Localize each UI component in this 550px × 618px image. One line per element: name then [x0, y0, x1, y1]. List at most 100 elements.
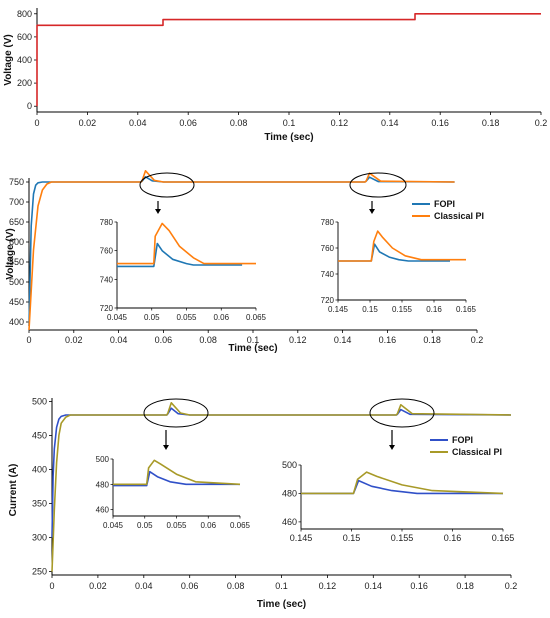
y-axis-label: Voltage (V)	[3, 34, 14, 85]
x-tick-label: 0.18	[482, 118, 500, 128]
x-axis-label: Time (sec)	[264, 132, 313, 143]
zoom-highlight-ellipse	[369, 398, 435, 428]
legend-entry: Classical PI	[434, 211, 484, 221]
y-tick-label: 600	[9, 237, 24, 247]
inset-x-tick-label: 0.045	[107, 313, 128, 322]
zoom-highlight-ellipse	[349, 172, 407, 198]
x-tick-label: 0.2	[505, 581, 518, 591]
inset-x-tick-label: 0.15	[362, 305, 378, 314]
y-tick-label: 750	[9, 177, 24, 187]
zoom-highlight-ellipse	[143, 398, 209, 428]
series-line-classical-pi	[28, 170, 455, 331]
y-tick-label: 450	[32, 430, 47, 440]
x-tick-label: 0	[49, 581, 54, 591]
zoom-arrow-head	[163, 445, 169, 450]
x-axis-label: Time (sec)	[257, 599, 306, 610]
y-tick-label: 650	[9, 217, 24, 227]
x-tick-label: 0.06	[155, 335, 173, 345]
inset-y-tick-label: 740	[321, 270, 335, 279]
legend-entry: FOPI	[452, 435, 473, 445]
inset-y-tick-label: 480	[282, 488, 297, 498]
inset-x-tick-label: 0.155	[392, 305, 413, 314]
y-tick-label: 250	[32, 567, 47, 577]
y-tick-label: 600	[17, 32, 32, 42]
y-axis-label: Current (A)	[8, 464, 19, 517]
y-axis-label: Voltage (V)	[5, 228, 16, 279]
x-tick-label: 0.12	[319, 581, 337, 591]
x-tick-label: 0.14	[365, 581, 383, 591]
inset-series-line-fopi	[113, 470, 240, 487]
inset-x-tick-label: 0.055	[166, 521, 187, 530]
zoom-highlight-ellipse	[139, 172, 195, 198]
x-tick-label: 0.16	[431, 118, 449, 128]
inset-x-tick-label: 0.145	[290, 533, 313, 543]
x-tick-label: 0.04	[110, 335, 128, 345]
series-line-classical-pi	[51, 401, 512, 572]
x-tick-label: 0.14	[381, 118, 399, 128]
inset-y-tick-label: 760	[100, 247, 114, 256]
x-tick-label: 0.06	[179, 118, 197, 128]
inset-x-tick-label: 0.145	[328, 305, 349, 314]
x-tick-label: 0	[26, 335, 31, 345]
inset-1: 0.045 0.05 0.055 0.06 0.065 460 480 500	[96, 455, 251, 530]
x-tick-label: 0.18	[456, 581, 474, 591]
inset-y-tick-label: 480	[96, 480, 110, 489]
x-tick-label: 0.08	[199, 335, 217, 345]
y-tick-label: 700	[9, 197, 24, 207]
y-tick-label: 550	[9, 257, 24, 267]
inset-y-tick-label: 780	[100, 218, 114, 227]
y-tick-label: 500	[32, 396, 47, 406]
y-tick-label: 800	[17, 9, 32, 19]
y-tick-label: 350	[32, 499, 47, 509]
x-tick-label: 0.12	[331, 118, 349, 128]
inset-x-tick-label: 0.055	[176, 313, 197, 322]
zoom-arrow-head	[389, 445, 395, 450]
inset-x-tick-label: 0.05	[137, 521, 153, 530]
legend-entry: FOPI	[434, 199, 455, 209]
inset-y-tick-label: 460	[282, 517, 297, 527]
inset-y-tick-label: 460	[96, 506, 110, 515]
x-tick-label: 0.04	[129, 118, 147, 128]
x-tick-label: 0.02	[65, 335, 83, 345]
chart-1: 0 0.02 0.04 0.06 0.08 0.1 0.12 0.14 0.16 0.18 0.2 0…	[3, 8, 547, 143]
inset-y-tick-label: 760	[321, 244, 335, 253]
inset-2: 0.145 0.15 0.155 0.16 0.165 720 740 760 780	[321, 218, 477, 314]
x-tick-label: 0.1	[275, 581, 288, 591]
series-line-fopi	[28, 176, 455, 327]
y-tick-label: 400	[32, 464, 47, 474]
inset-series-line-classical-pi	[301, 471, 504, 495]
inset-series-line-classical-pi	[117, 222, 256, 265]
x-tick-label: 0.14	[334, 335, 352, 345]
inset-x-tick-label: 0.165	[492, 533, 515, 543]
inset-series-line-classical-pi	[113, 459, 241, 486]
inset-series-line-fopi	[338, 243, 450, 262]
legend: FOPI Classical PI	[412, 199, 484, 221]
inset-y-tick-label: 740	[100, 275, 114, 284]
series-line-0	[36, 13, 541, 107]
inset-x-tick-label: 0.155	[391, 533, 414, 543]
inset-x-tick-label: 0.15	[343, 533, 361, 543]
inset-x-tick-label: 0.06	[200, 521, 216, 530]
x-tick-label: 0.16	[379, 335, 397, 345]
legend-entry: Classical PI	[452, 447, 502, 457]
x-tick-label: 0.16	[410, 581, 428, 591]
inset-y-tick-label: 720	[321, 296, 335, 305]
x-axis-label: Time (sec)	[228, 343, 277, 354]
legend: FOPI Classical PI	[430, 435, 502, 457]
inset-x-tick-label: 0.05	[144, 313, 160, 322]
y-tick-label: 500	[9, 277, 24, 287]
inset-1: 0.045 0.05 0.055 0.06 0.065 720 740 760 780	[100, 218, 267, 322]
x-tick-label: 0.18	[423, 335, 441, 345]
inset-y-tick-label: 500	[282, 460, 297, 470]
y-tick-label: 450	[9, 297, 24, 307]
inset-x-tick-label: 0.065	[230, 521, 251, 530]
inset-x-tick-label: 0.06	[213, 313, 229, 322]
inset-y-tick-label: 500	[96, 455, 110, 464]
inset-y-tick-label: 720	[100, 304, 114, 313]
inset-x-tick-label: 0.065	[246, 313, 267, 322]
x-tick-label: 0.02	[89, 581, 107, 591]
chart-3: 0 0.02 0.04 0.06 0.08 0.1 0.12 0.14 0.16 0.18 0.2 2…	[8, 396, 517, 610]
x-tick-label: 0.12	[289, 335, 307, 345]
y-tick-label: 200	[17, 78, 32, 88]
